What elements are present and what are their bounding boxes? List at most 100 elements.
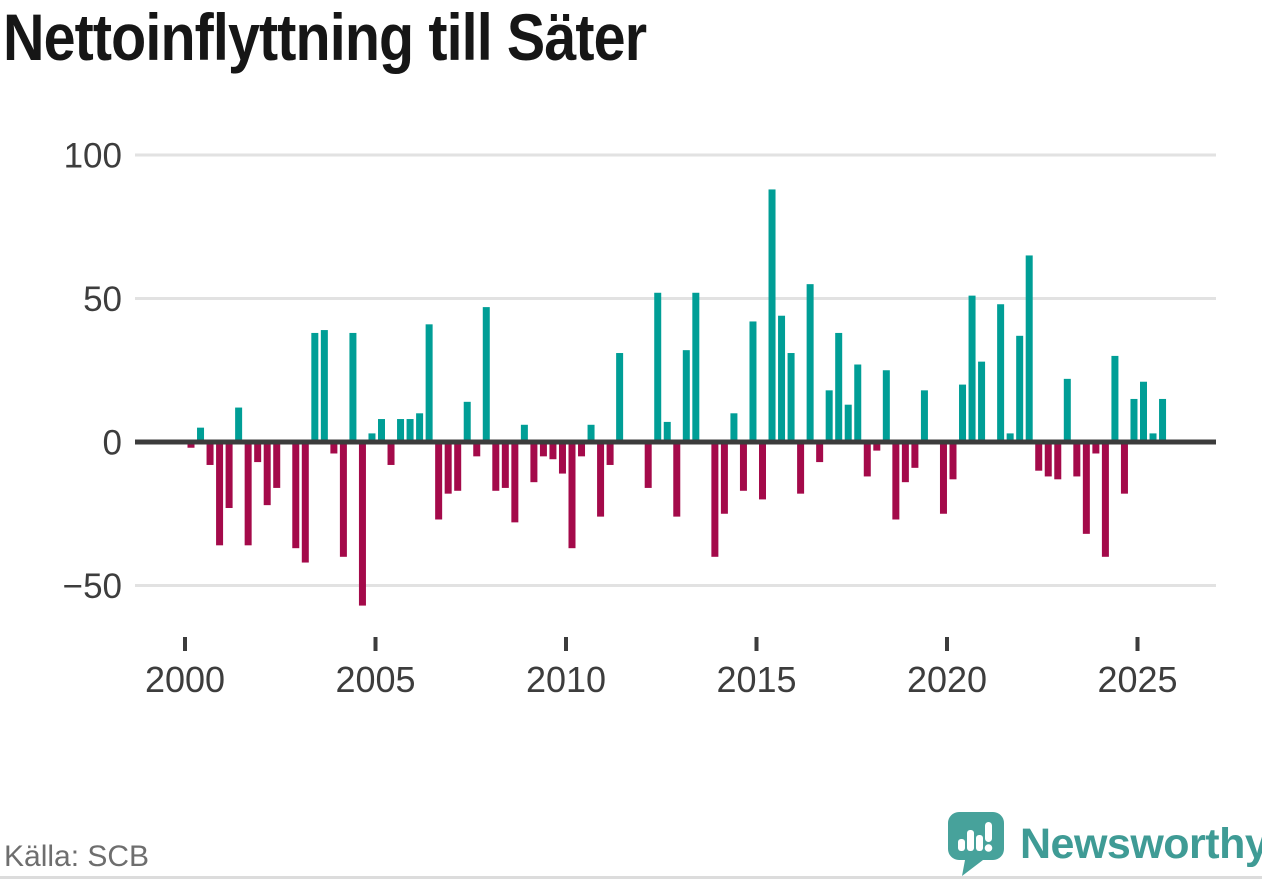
bar-2019-Q1: [911, 442, 919, 468]
bar-2008-Q4: [520, 424, 528, 442]
y-axis-label-100: 100: [64, 136, 122, 175]
x-tick-2015: [754, 637, 759, 651]
bar-2004-Q3: [358, 442, 366, 606]
source-note: Källa: SCB: [4, 840, 150, 873]
newsworthy-logo-icon: [948, 812, 1004, 876]
bar-2018-Q2: [882, 370, 890, 442]
x-axis-label-2020: 2020: [907, 659, 987, 700]
bar-2000-Q2: [197, 427, 205, 442]
x-tick-2010: [564, 637, 568, 651]
bar-2016-Q1: [797, 442, 805, 494]
logo-bar-small: [958, 839, 965, 851]
bar-2024-Q1: [1101, 442, 1109, 557]
bar-2025-Q1: [1140, 381, 1147, 442]
bar-2022-Q4: [1054, 442, 1062, 480]
gridline-y--50: [135, 584, 1216, 587]
y-axis-label-50: 50: [83, 280, 122, 319]
bar-2004-Q2: [349, 332, 357, 442]
bar-2018-Q3: [892, 442, 900, 520]
x-axis-label-2000: 2000: [145, 659, 225, 700]
bar-2023-Q4: [1092, 442, 1100, 454]
bar-2002-Q2: [273, 442, 281, 488]
bar-2016-Q3: [816, 442, 824, 463]
y-axis-label--50: −50: [63, 567, 122, 606]
zero-axis-line: [135, 439, 1216, 445]
bar-2010-Q3: [587, 424, 595, 442]
bar-2019-Q4: [939, 442, 947, 514]
bar-2017-Q4: [863, 442, 871, 477]
bar-2025-Q3: [1159, 398, 1167, 442]
bar-2002-Q1: [263, 442, 271, 506]
bar-2000-Q4: [216, 442, 224, 546]
bar-2000-Q3: [206, 442, 214, 465]
bar-2023-Q2: [1073, 442, 1081, 477]
x-axis-label-2010: 2010: [526, 659, 606, 700]
bar-2022-Q1: [1025, 255, 1033, 442]
bar-2002-Q4: [292, 442, 300, 549]
bar-2013-Q4: [711, 442, 719, 557]
bar-2003-Q2: [311, 332, 319, 442]
bar-2014-Q2: [730, 413, 738, 442]
bar-2009-Q4: [558, 442, 566, 474]
bar-2003-Q3: [320, 330, 328, 442]
newsworthy-logo: Newsworthy: [948, 812, 1262, 876]
bar-2024-Q4: [1130, 398, 1138, 442]
x-tick-2005: [373, 637, 378, 651]
bar-2017-Q2: [844, 404, 852, 442]
bar-2005-Q1: [378, 419, 385, 442]
bar-2019-Q2: [920, 390, 928, 442]
bar-2001-Q3: [244, 442, 252, 546]
bar-2003-Q4: [330, 442, 338, 454]
bar-2006-Q1: [416, 413, 424, 442]
bar-2005-Q4: [406, 419, 414, 442]
bar-2023-Q1: [1063, 378, 1071, 442]
bar-2024-Q3: [1120, 442, 1128, 494]
bar-2001-Q2: [235, 407, 243, 442]
x-axis-label-2025: 2025: [1097, 659, 1177, 700]
bar-2022-Q3: [1044, 442, 1052, 477]
gridline-y-50: [135, 297, 1216, 300]
bar-2023-Q3: [1082, 442, 1090, 534]
bar-2007-Q3: [473, 442, 481, 457]
x-axis-label-2005: 2005: [335, 659, 415, 700]
bar-2015-Q2: [768, 189, 776, 442]
bar-2010-Q4: [597, 442, 605, 517]
bar-2011-Q1: [606, 442, 614, 465]
bar-2009-Q3: [549, 442, 557, 460]
bar-2016-Q4: [825, 390, 833, 442]
bar-2017-Q3: [854, 364, 862, 442]
logo-exclamation-stroke: [985, 822, 992, 842]
x-tick-2025: [1135, 637, 1140, 651]
bar-2015-Q4: [787, 353, 795, 442]
bar-2024-Q2: [1111, 355, 1119, 442]
bar-2012-Q3: [663, 421, 671, 442]
bar-2001-Q1: [225, 442, 233, 509]
bar-2005-Q3: [397, 419, 405, 442]
bar-2012-Q1: [644, 442, 652, 488]
bar-2009-Q2: [539, 442, 547, 457]
bar-2025-Q2: [1149, 433, 1157, 442]
bar-2005-Q2: [387, 442, 395, 465]
bar-2020-Q4: [978, 361, 986, 442]
bar-2017-Q1: [835, 332, 843, 442]
bar-2009-Q1: [530, 442, 538, 483]
bar-2014-Q3: [739, 442, 747, 491]
bar-2016-Q2: [806, 284, 814, 442]
bar-2015-Q1: [759, 442, 766, 500]
bar-2006-Q2: [425, 324, 433, 442]
bar-2013-Q1: [682, 350, 690, 442]
bar-2021-Q4: [1016, 335, 1024, 442]
x-axis-label-2015: 2015: [716, 659, 796, 700]
newsworthy-wordmark: Newsworthy: [1020, 819, 1262, 868]
bar-2014-Q1: [720, 442, 728, 514]
gridline-y-100: [135, 153, 1216, 157]
bar-2008-Q2: [501, 442, 509, 488]
x-tick-2000: [183, 637, 187, 651]
bar-2007-Q1: [454, 442, 462, 491]
bar-2021-Q3: [1006, 433, 1014, 442]
logo-exclamation-dot: [984, 844, 993, 852]
bar-2021-Q2: [997, 304, 1005, 442]
x-tick-2020: [945, 637, 949, 651]
